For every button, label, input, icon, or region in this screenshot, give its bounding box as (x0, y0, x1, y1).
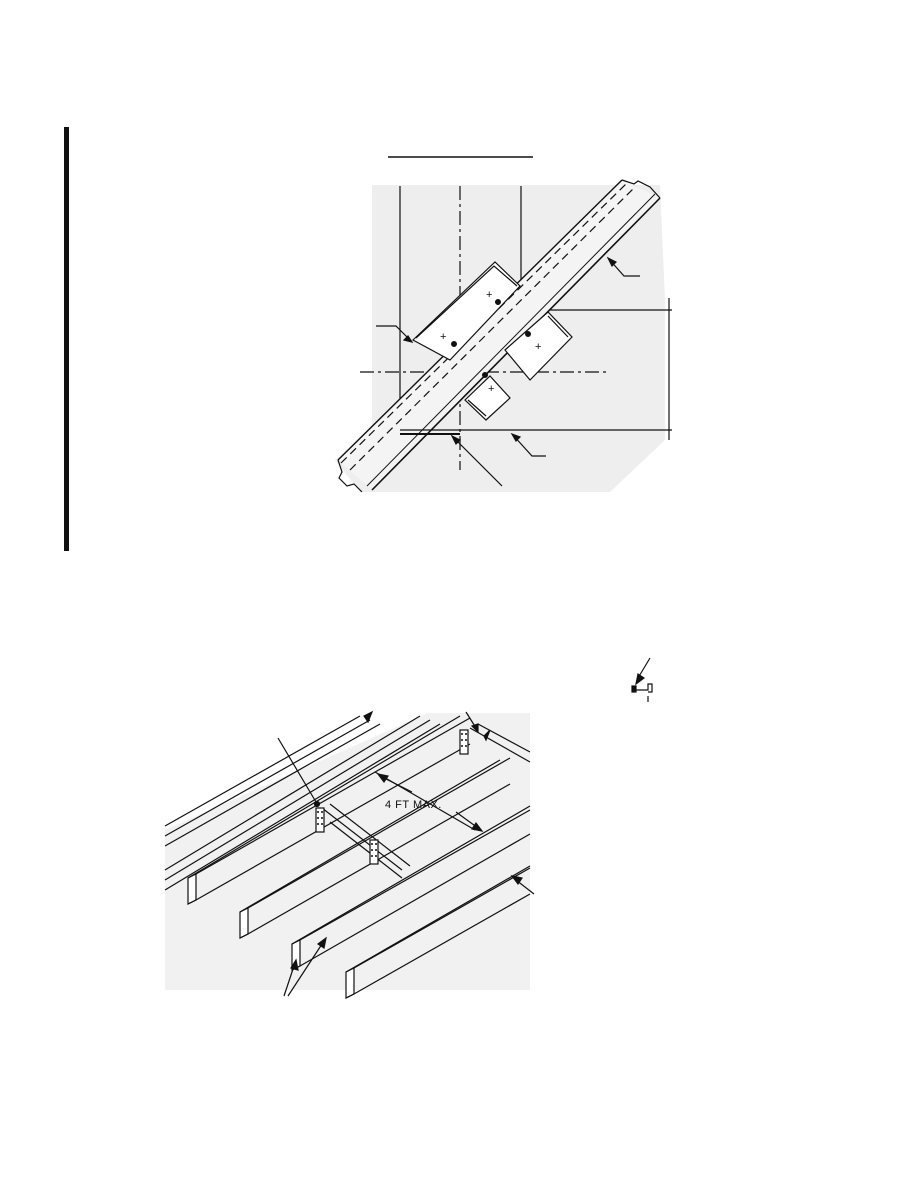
joist-2 (164, 715, 441, 891)
leader-4ft-lower (455, 811, 484, 832)
bridging-clip (459, 729, 469, 755)
weld-dot (451, 341, 458, 348)
leader-bottom-pair (283, 936, 327, 997)
leader-left-clip (277, 737, 321, 808)
top-detail: + + + + (335, 156, 672, 493)
bridging-clip (369, 839, 379, 865)
joist-4 (239, 757, 511, 939)
clip-plate-upper: + + (411, 261, 521, 361)
revision-bar (64, 127, 69, 551)
leader-seat (510, 432, 546, 457)
svg-text:+: + (486, 289, 493, 301)
bottom-detail: 4 FT MAX. (164, 710, 535, 999)
weld-dot (482, 372, 489, 379)
leader-joist-end (510, 875, 535, 895)
leader-top-right (465, 711, 491, 742)
svg-text:+: + (488, 383, 495, 395)
clip-plate-lower: + + (464, 311, 573, 421)
joist-3 (187, 715, 471, 905)
bridging-1 (321, 803, 411, 879)
weld-dot (495, 299, 502, 306)
leader-joist (606, 256, 640, 277)
joist-6 (345, 865, 531, 999)
leader-4ft-upper (376, 773, 413, 793)
leader-clip (376, 325, 414, 343)
bridging-2 (469, 723, 531, 763)
leader-bottom (450, 434, 503, 487)
bridging-clip (315, 807, 325, 833)
spacing-label: 4 FT MAX. (385, 799, 442, 811)
svg-text:+: + (535, 341, 542, 353)
section-symbol (631, 657, 653, 702)
weld-dot (524, 331, 531, 338)
svg-text:+: + (440, 331, 447, 343)
leader-top-left (363, 710, 374, 724)
joist-1 (164, 715, 381, 847)
